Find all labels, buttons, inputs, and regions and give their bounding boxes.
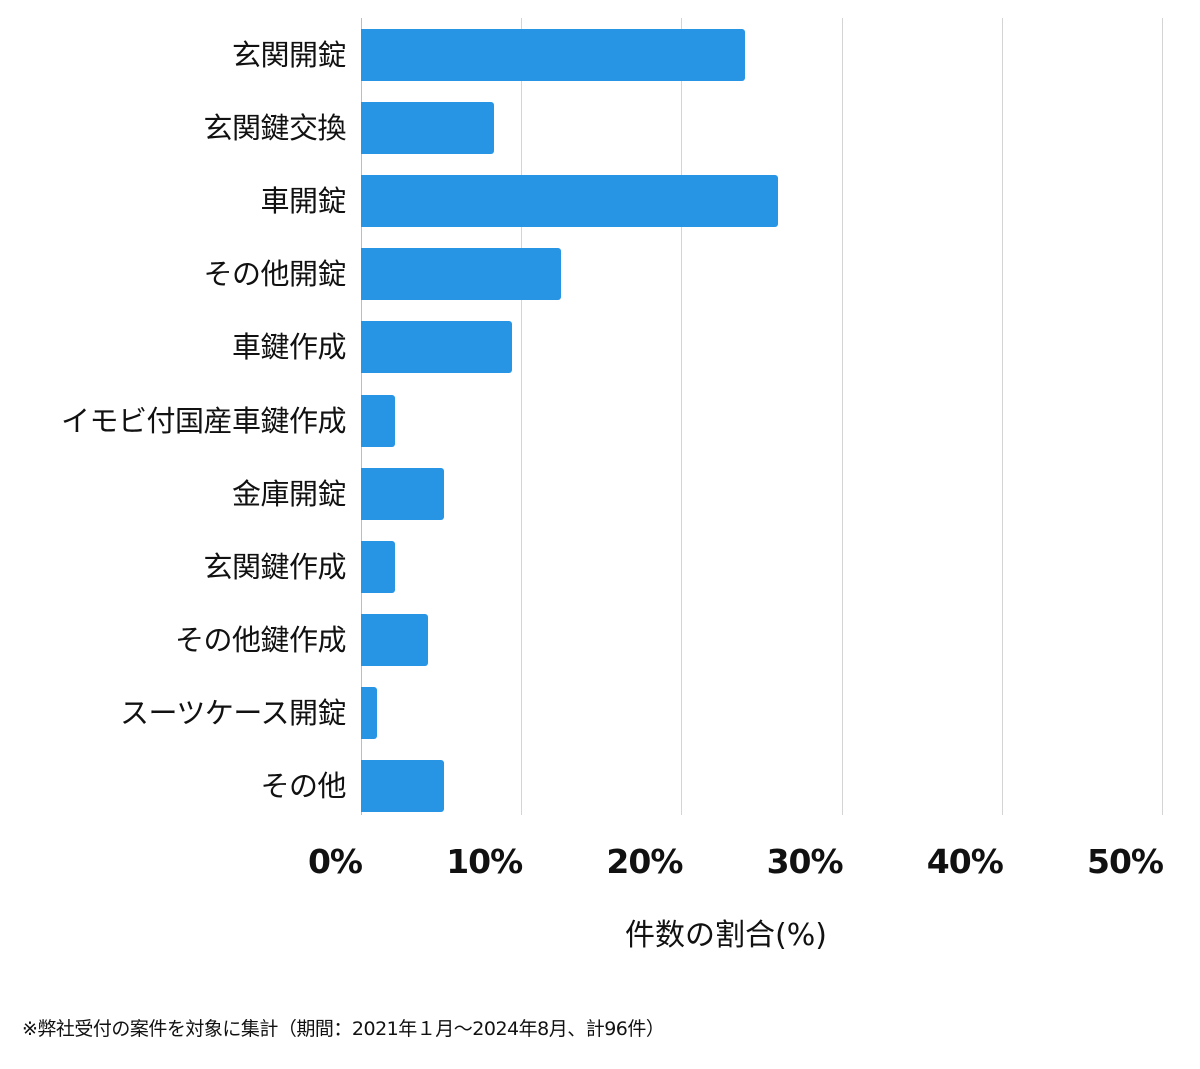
gridline — [521, 18, 523, 815]
x-tick-label: 20% — [606, 842, 683, 881]
x-tick-label: 40% — [926, 842, 1004, 881]
bar[interactable] — [361, 321, 512, 374]
x-tick-label: 10% — [446, 842, 523, 881]
category-label: 玄関開錠 — [231, 38, 347, 72]
category-label: 玄関鍵交換 — [203, 111, 346, 146]
bar[interactable] — [361, 175, 778, 228]
category-label: 玄関鍵作成 — [203, 549, 346, 584]
bar[interactable] — [361, 102, 494, 155]
gridline — [841, 18, 843, 815]
category-label: スーツケース開錠 — [120, 695, 346, 730]
category-label: 車開錠 — [260, 184, 346, 219]
x-tick-label: 50% — [1087, 842, 1164, 881]
bar[interactable] — [361, 467, 445, 520]
gridline — [1001, 18, 1003, 815]
bar[interactable] — [361, 394, 395, 447]
bar[interactable] — [361, 248, 562, 301]
bar[interactable] — [361, 613, 429, 666]
category-label: イモビ付国産車鍵作成 — [60, 403, 347, 438]
category-label: その他 — [260, 769, 346, 803]
footnote: ※弊社受付の案件を対象に集計（期間：2021年１月〜2024年8月、計96件） — [22, 1018, 665, 1040]
category-label: 車鍵作成 — [231, 330, 347, 365]
category-label: その他開錠 — [203, 257, 346, 292]
bar[interactable] — [361, 540, 395, 593]
x-tick-label: 30% — [766, 842, 844, 881]
chart-plot-area — [361, 18, 1163, 815]
x-tick-label: 0% — [307, 842, 363, 881]
bar[interactable] — [361, 29, 746, 81]
category-label: その他鍵作成 — [174, 622, 347, 657]
bar[interactable] — [361, 760, 445, 812]
category-label: 金庫開錠 — [231, 476, 347, 511]
x-axis-title: 件数の割合(%) — [625, 918, 827, 953]
gridline — [681, 18, 683, 815]
bar[interactable] — [361, 686, 378, 739]
gridline — [1162, 18, 1163, 815]
